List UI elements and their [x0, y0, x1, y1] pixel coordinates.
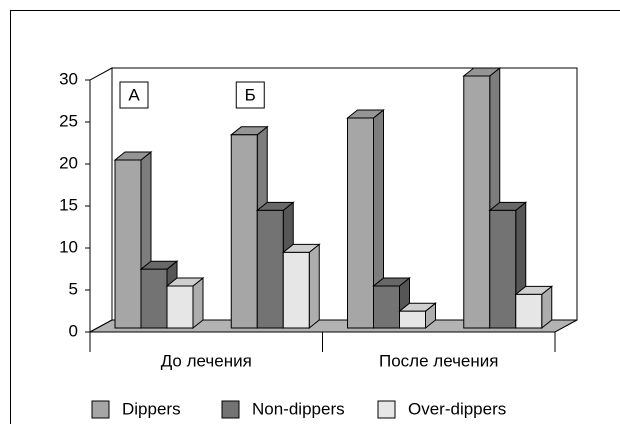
y-tick-label: 5 — [69, 279, 78, 298]
bar-front — [515, 293, 543, 329]
bar-front — [230, 134, 258, 329]
x-group-label: После лечения — [379, 351, 498, 370]
y-tick-label: 15 — [59, 195, 78, 214]
annotation-box — [119, 81, 149, 109]
bar — [346, 108, 385, 330]
bar — [165, 276, 205, 330]
legend-swatch — [221, 400, 240, 419]
bar-front — [463, 75, 491, 329]
legend-label: Dippers — [122, 399, 181, 418]
y-tick-label: 0 — [69, 321, 78, 340]
bar — [514, 285, 554, 330]
bar-front — [347, 117, 374, 329]
y-tick-label: 25 — [59, 111, 78, 130]
bar-front — [114, 159, 142, 329]
y-tick-label: 30 — [59, 69, 78, 88]
bar-front — [166, 285, 194, 329]
y-tick-label: 20 — [59, 153, 78, 172]
bar-front — [256, 209, 284, 329]
bar — [398, 302, 437, 330]
bar-side — [192, 276, 204, 330]
legend-label: Non-dippers — [252, 399, 345, 418]
y-tick-label: 10 — [59, 237, 78, 256]
annotation: Б — [245, 85, 256, 104]
frame — [10, 10, 620, 424]
bar-front — [489, 209, 517, 329]
side-wall — [89, 67, 113, 333]
bar-front — [282, 251, 310, 329]
legend-label: Over-dippers — [408, 399, 506, 418]
x-group-label: До лечения — [161, 351, 252, 370]
bar-front — [373, 285, 400, 329]
legend-swatch — [377, 400, 396, 419]
annotation-box — [235, 81, 265, 109]
bar — [281, 243, 321, 330]
bar-front — [140, 268, 168, 329]
annotation: А — [128, 85, 140, 104]
bar-side — [308, 243, 320, 330]
legend-swatch — [91, 400, 110, 419]
bar-front — [399, 310, 426, 329]
